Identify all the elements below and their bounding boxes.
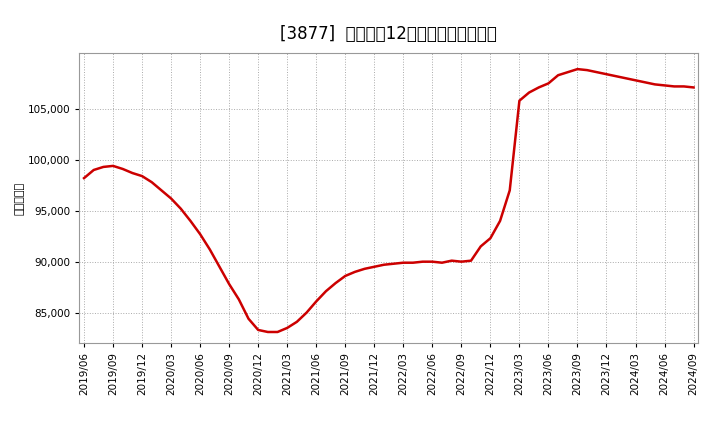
Y-axis label: （百万円）: （百万円） bbox=[15, 181, 24, 215]
Title: [3877]  売上高の12か月移動合計の推移: [3877] 売上高の12か月移動合計の推移 bbox=[280, 25, 498, 43]
